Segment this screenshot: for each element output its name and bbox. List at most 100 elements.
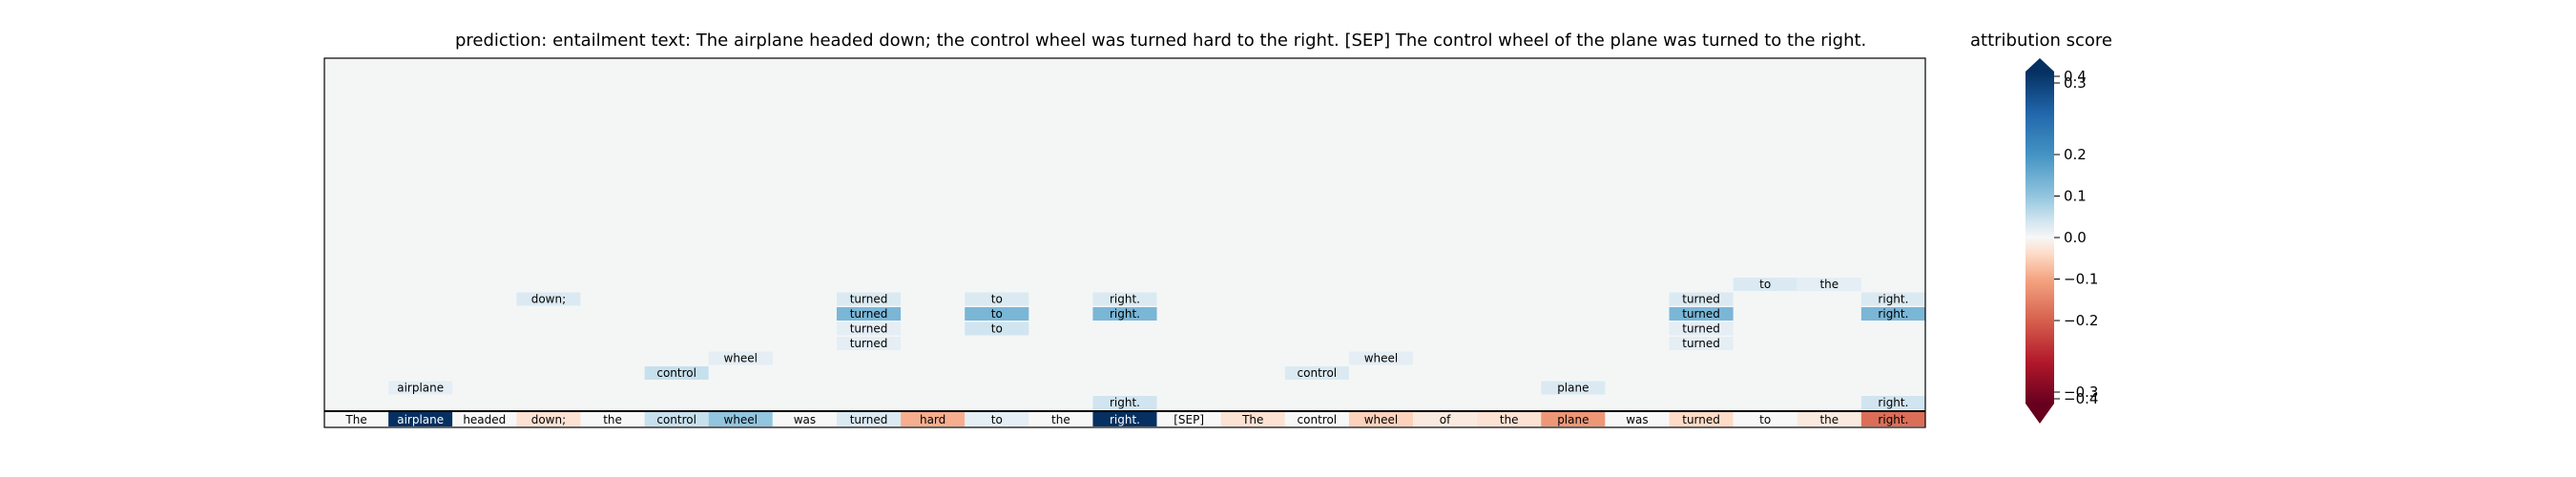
attention-cell — [836, 292, 902, 306]
token-cell — [901, 412, 966, 426]
token-cell — [1797, 412, 1861, 426]
attention-cell — [1092, 396, 1157, 409]
token-cell — [1028, 412, 1093, 426]
attention-cell — [836, 321, 902, 336]
colorbar-tick-label: −0.2 — [2064, 312, 2098, 329]
token-cell — [1092, 412, 1157, 426]
attention-cell-label: airplane — [397, 382, 444, 395]
colorbar-tick-label: −0.1 — [2064, 271, 2098, 288]
token-label: turned — [850, 413, 888, 426]
token-cell — [1605, 412, 1670, 426]
token-cell — [388, 412, 453, 426]
attention-cell-label: wheel — [1364, 352, 1399, 365]
token-cell — [1348, 412, 1414, 426]
token-cell — [516, 412, 581, 426]
token-label: to — [1759, 413, 1771, 426]
token-label: The — [1241, 413, 1263, 426]
attention-cell-label: right. — [1110, 307, 1140, 321]
attention-cell — [1348, 351, 1414, 365]
attention-cell — [1797, 278, 1861, 291]
token-label: control — [656, 413, 696, 426]
attention-cell — [1860, 292, 1925, 306]
attention-cell-label: turned — [850, 322, 888, 336]
attention-cell-label: right. — [1878, 293, 1908, 306]
attention-cell — [965, 321, 1029, 336]
attention-cell-label: control — [1298, 366, 1338, 380]
token-label: the — [1819, 413, 1839, 426]
chart-title: prediction: entailment text: The airplan… — [455, 31, 1867, 51]
token-cell — [580, 412, 645, 426]
attention-cell-label: right. — [1878, 307, 1908, 321]
token-label: down; — [531, 413, 566, 426]
attention-cell — [1860, 307, 1925, 321]
attention-cell — [1092, 307, 1157, 321]
token-label: right. — [1110, 413, 1140, 426]
attention-cell-label: plane — [1557, 382, 1589, 395]
token-cell — [965, 412, 1029, 426]
attention-cell-label: turned — [1682, 337, 1720, 350]
token-cell — [1220, 412, 1285, 426]
colorbar-ticks: 0.40.3 0.2 0.1 0.0 −0.1 −0.2 −0.3−0.4 — [2054, 68, 2098, 407]
attention-cell — [1669, 337, 1734, 350]
attention-cell-label: wheel — [724, 352, 758, 365]
attention-cell-label: to — [1759, 278, 1771, 291]
attention-cells: airplanedown;controlwheelturnedturnedtur… — [388, 278, 1925, 409]
attention-cell-label: turned — [850, 307, 888, 321]
token-cell — [644, 412, 709, 426]
token-row: The airplane headed down; the control wheel was… — [324, 412, 1925, 426]
colorbar-min-extend — [2025, 404, 2054, 424]
colorbar-max-extend — [2025, 58, 2054, 72]
attention-cell-label: right. — [1110, 396, 1140, 409]
token-label: wheel — [724, 413, 758, 426]
attention-cell-label: down; — [531, 293, 566, 306]
attention-cell — [965, 307, 1029, 321]
attention-cell-label: right. — [1878, 396, 1908, 409]
attention-cell — [388, 381, 453, 395]
attention-cell — [1092, 292, 1157, 306]
token-label: wheel — [1364, 413, 1399, 426]
attention-cell — [1733, 278, 1797, 291]
token-label: The — [344, 413, 366, 426]
attention-cell-label: to — [991, 293, 1003, 306]
token-cell — [1733, 412, 1797, 426]
token-label: [SEP] — [1174, 413, 1204, 426]
token-cell — [836, 412, 902, 426]
token-cell — [1477, 412, 1542, 426]
token-label: the — [1051, 413, 1070, 426]
token-cell — [708, 412, 773, 426]
attention-cell — [644, 366, 709, 380]
attention-cell — [1669, 321, 1734, 336]
attention-cell — [965, 292, 1029, 306]
token-label: the — [603, 413, 622, 426]
token-label: hard — [920, 413, 945, 426]
token-cell — [1156, 412, 1221, 426]
attention-cell — [1669, 292, 1734, 306]
plot-frame — [323, 57, 1926, 428]
token-cell — [1860, 412, 1925, 426]
token-cell — [324, 412, 389, 426]
colorbar-tick-label: −0.3 — [2064, 384, 2098, 401]
colorbar-tick-label: 0.1 — [2064, 188, 2087, 205]
token-label: the — [1500, 413, 1519, 426]
attention-cell-label: turned — [1682, 293, 1720, 306]
token-label: was — [794, 413, 816, 426]
token-cell — [1541, 412, 1606, 426]
attention-cell — [1669, 307, 1734, 321]
attention-cell — [836, 337, 902, 350]
plot-background — [324, 58, 1925, 427]
attention-cell — [1284, 366, 1349, 380]
colorbar-tick-label: 0.4 — [2064, 68, 2087, 85]
token-label: right. — [1878, 413, 1908, 426]
attention-cell-label: to — [991, 322, 1003, 336]
attention-cell-label: turned — [850, 293, 888, 306]
attention-cell — [708, 351, 773, 365]
colorbar-tick-label: 0.2 — [2064, 146, 2087, 163]
attention-cell-label: right. — [1110, 293, 1140, 306]
colorbar-title: attribution score — [1970, 31, 2112, 51]
attention-cell — [1541, 381, 1606, 395]
colorbar-tick-label: −0.4 — [2064, 390, 2098, 407]
attention-cell-label: turned — [1682, 307, 1720, 321]
token-cell — [772, 412, 837, 426]
token-label: plane — [1557, 413, 1589, 426]
